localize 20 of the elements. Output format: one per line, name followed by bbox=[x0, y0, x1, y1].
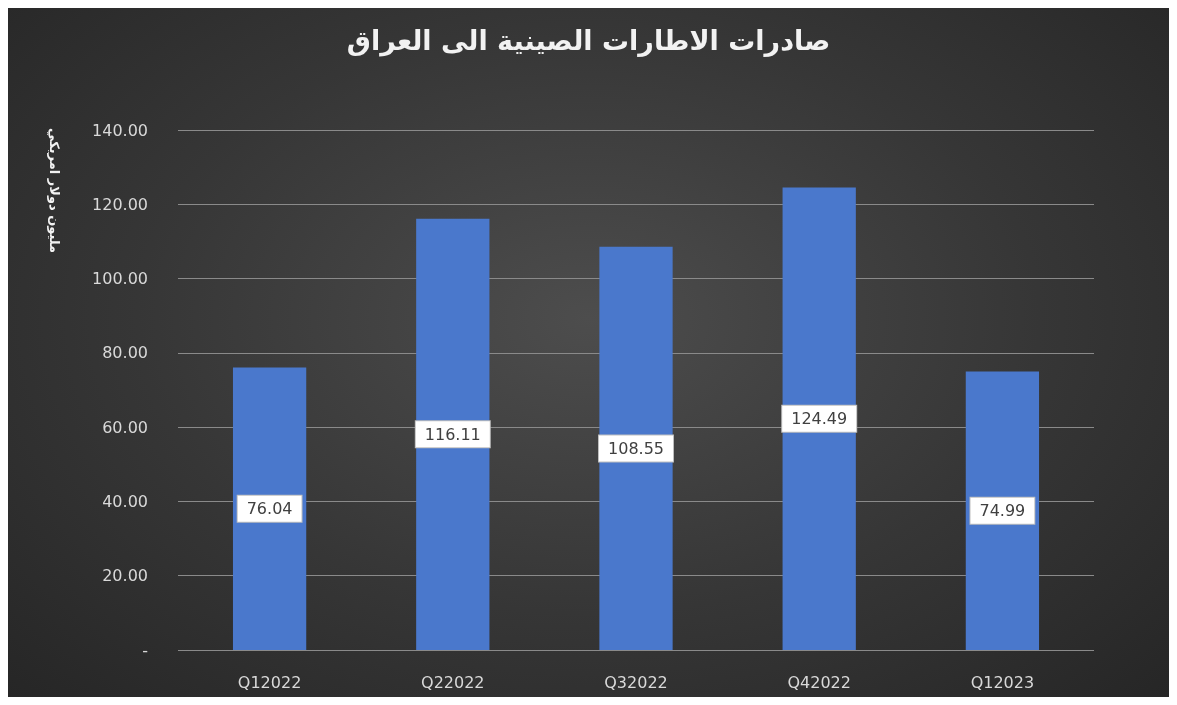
x-tick-label: Q42022 bbox=[787, 672, 851, 692]
data-label: 76.04 bbox=[246, 499, 293, 519]
y-tick-label: 60.00 bbox=[102, 417, 148, 437]
data-label: 74.99 bbox=[979, 501, 1026, 521]
x-tick-label: Q12022 bbox=[237, 672, 302, 692]
data-label: 116.11 bbox=[424, 424, 481, 444]
data-label: 108.55 bbox=[608, 438, 664, 458]
data-label: 124.49 bbox=[791, 409, 848, 429]
y-tick-label: - bbox=[142, 640, 148, 660]
chart-title: صادرات الاطارات الصينية الى العراق bbox=[346, 25, 831, 57]
y-tick-label: 80.00 bbox=[102, 343, 148, 363]
y-tick-label: 140.00 bbox=[92, 120, 148, 140]
x-tick-label: Q12023 bbox=[970, 672, 1035, 692]
y-tick-label: 100.00 bbox=[92, 269, 148, 289]
y-tick-label: 40.00 bbox=[102, 491, 148, 511]
x-tick-label: Q22022 bbox=[421, 672, 485, 692]
y-tick-label: 120.00 bbox=[92, 194, 148, 214]
y-tick-label: 20.00 bbox=[102, 566, 148, 586]
x-tick-label: Q32022 bbox=[604, 672, 668, 692]
y-axis-title: مليون دولار امريكي bbox=[47, 128, 62, 254]
